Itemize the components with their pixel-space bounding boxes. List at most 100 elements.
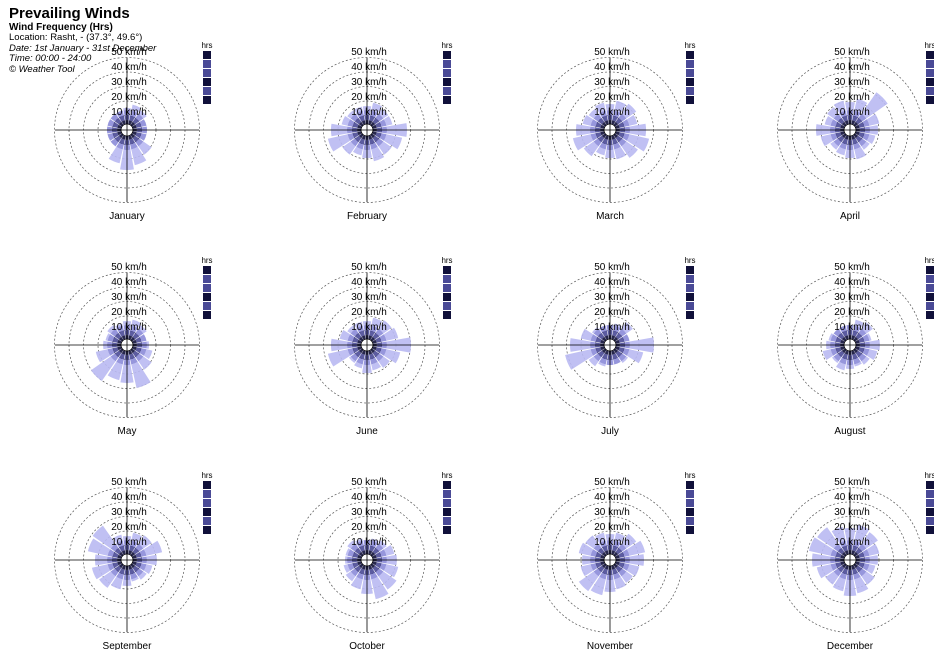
legend-header: hrs — [924, 256, 934, 265]
legend-header: hrs — [441, 256, 452, 265]
wind-frequency-bar — [138, 356, 152, 370]
wind-frequency-bar — [130, 325, 138, 333]
wind-frequency-bar — [118, 348, 124, 354]
legend-swatch — [686, 69, 694, 77]
wind-frequency-bar — [578, 542, 594, 556]
wind-frequency-bar — [844, 550, 849, 555]
speed-ring-label: 40 km/h — [594, 492, 630, 503]
wind-frequency-bar — [375, 568, 384, 577]
wind-rose-november: 10 km/h 20 km/h 30 km/h 40 km/h 50 km/h hrs No… — [537, 471, 696, 650]
legend-swatch — [203, 293, 211, 301]
wind-frequency-bar — [383, 349, 401, 364]
wind-frequency-bar — [135, 132, 142, 139]
speed-ring-label: 20 km/h — [351, 92, 387, 103]
wind-frequency-bar — [347, 110, 356, 119]
month-label: June — [356, 426, 378, 437]
wind-frequency-bar — [92, 525, 116, 549]
wind-frequency-bar — [135, 138, 144, 147]
wind-frequency-bar — [858, 543, 867, 552]
wind-frequency-bar — [138, 571, 147, 580]
wind-frequency-bar — [99, 571, 116, 588]
wind-frequency-bar — [613, 336, 619, 342]
wind-frequency-bar — [361, 565, 366, 570]
wind-frequency-bar — [593, 353, 602, 362]
wind-frequency-bar — [851, 135, 856, 140]
wind-frequency-bar — [601, 551, 607, 557]
wind-frequency-bar — [837, 117, 845, 125]
wind-frequency-bar — [832, 576, 846, 592]
wind-frequency-bar — [615, 554, 620, 559]
wind-frequency-bar — [107, 549, 115, 557]
wind-frequency-bar — [862, 348, 870, 356]
wind-frequency-bar — [601, 353, 608, 360]
wind-frequency-bar — [356, 357, 364, 365]
wind-frequency-bar — [107, 348, 115, 356]
speed-ring-label: 20 km/h — [351, 307, 387, 318]
speed-ring-label: 50 km/h — [351, 262, 387, 273]
wind-frequency-bar — [858, 138, 867, 147]
wind-frequency-bar — [372, 350, 380, 358]
wind-frequency-bar — [383, 116, 393, 126]
speed-ring — [294, 487, 440, 633]
wind-frequency-bar — [855, 547, 863, 555]
wind-frequency-bar — [612, 353, 619, 360]
legend-swatch — [686, 490, 694, 498]
speed-ring-label: 50 km/h — [594, 477, 630, 488]
wind-frequency-bar — [604, 350, 609, 355]
wind-frequency-bar — [597, 547, 605, 555]
speed-ring-label: 20 km/h — [834, 522, 870, 533]
speed-ring-label: 20 km/h — [111, 522, 147, 533]
wind-frequency-bar — [131, 146, 147, 166]
wind-frequency-bar — [139, 133, 147, 141]
wind-frequency-bar — [613, 142, 621, 150]
wind-frequency-bar — [830, 549, 838, 557]
wind-frequency-bar — [135, 551, 142, 558]
wind-frequency-bar — [118, 133, 124, 139]
wind-frequency-bar — [601, 336, 607, 342]
wind-frequency-bar — [866, 134, 876, 144]
wind-frequency-bar — [107, 133, 115, 141]
speed-ring — [54, 57, 200, 203]
wind-frequency-bar — [853, 121, 859, 127]
wind-frequency-bar — [370, 133, 376, 139]
wind-frequency-bar — [356, 110, 364, 118]
speed-ring-label: 20 km/h — [834, 92, 870, 103]
legend-swatch — [686, 266, 694, 274]
wind-frequency-bar — [372, 346, 377, 351]
wind-frequency-bar — [117, 124, 122, 129]
wind-frequency-bar — [858, 132, 865, 139]
legend-swatch — [443, 87, 451, 95]
wind-frequency-bar — [128, 335, 133, 340]
wind-frequency-bar — [370, 540, 378, 548]
wind-frequency-bar — [112, 551, 119, 558]
wind-frequency-bar — [613, 121, 619, 127]
wind-frequency-bar — [128, 350, 133, 355]
legend-swatch — [203, 284, 211, 292]
wind-frequency-bar — [116, 110, 124, 118]
speed-ring-label: 50 km/h — [834, 262, 870, 273]
wind-frequency-bar — [358, 330, 365, 337]
wind-frequency-bar — [350, 568, 359, 577]
wind-frequency-bar — [590, 334, 598, 342]
wind-frequency-bar — [339, 330, 351, 341]
wind-frequency-bar — [853, 572, 861, 580]
date-text: Date: 1st January - 31st December — [9, 42, 157, 54]
wind-frequency-bar — [375, 551, 382, 558]
legend-header: hrs — [684, 256, 695, 265]
wind-frequency-bar — [839, 572, 847, 580]
wind-frequency-bar — [370, 110, 378, 118]
wind-frequency-bar — [585, 535, 599, 549]
wind-frequency-bar — [372, 117, 380, 125]
wind-rose-september: 10 km/h 20 km/h 30 km/h 40 km/h 50 km/h hrs Se… — [54, 471, 213, 650]
wind-frequency-bar — [615, 124, 620, 129]
speed-ring-label: 50 km/h — [594, 262, 630, 273]
wind-frequency-bar — [844, 350, 849, 355]
wind-frequency-bar — [131, 532, 142, 544]
wind-frequency-bar — [356, 142, 364, 150]
wind-frequency-bar — [143, 349, 153, 359]
wind-frequency-bar — [110, 138, 119, 147]
speed-ring-label: 40 km/h — [594, 277, 630, 288]
wind-frequency-bar — [824, 116, 834, 126]
wind-frequency-bar — [841, 115, 848, 122]
wind-frequency-bar — [342, 141, 356, 155]
